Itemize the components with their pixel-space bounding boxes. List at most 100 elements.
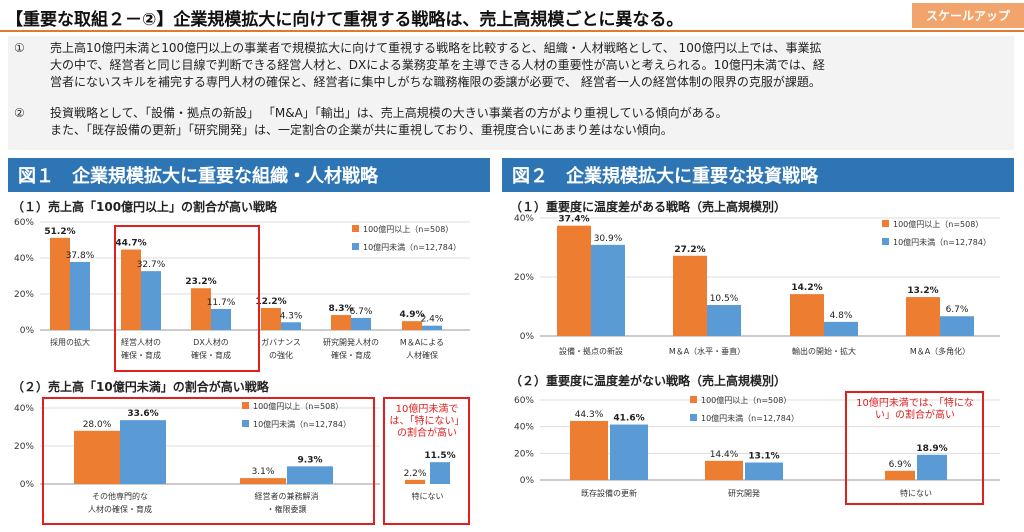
legend-swatch <box>242 402 249 409</box>
legend-label: 10億円未満（n=12,784） <box>253 419 351 429</box>
category-label: M＆A（多角化） <box>910 346 970 356</box>
bar-value-label: 4.3% <box>280 311 303 321</box>
category-label: 既存設備の更新 <box>581 488 637 498</box>
bar-value-label: 13.2% <box>907 286 938 296</box>
bar-value-label: 18.9% <box>916 444 947 454</box>
bar-value-label: 11.5% <box>424 451 455 461</box>
bar-under10 <box>211 308 231 330</box>
figure2-title: 図２ 企業規模拡大に重要な投資戦略 <box>502 158 1014 192</box>
bar-under10 <box>591 244 625 336</box>
summary-line: また、「既存設備の更新」「研究開発」は、一定割合の企業が共に重視しており、重視度… <box>50 123 673 137</box>
bar-value-label: 13.1% <box>748 452 779 462</box>
legend-swatch <box>352 225 359 232</box>
bar-under10 <box>824 321 858 336</box>
bar-value-label: 14.2% <box>791 283 822 293</box>
bar-over100 <box>191 288 211 330</box>
summary-line: 売上高10億円未満と100億円以上の事業者で規模拡大に向けて重視する戦略を比較す… <box>50 41 822 55</box>
category-label: 設備・拠点の新設 <box>559 346 623 356</box>
bar-over100 <box>74 430 120 484</box>
bar-over100 <box>331 315 351 330</box>
bar-value-label: 4.9% <box>400 310 425 320</box>
category-label: 研究開発 <box>728 488 760 498</box>
y-tick-label: 40% <box>14 254 34 264</box>
bar-value-label: 10.5% <box>710 294 739 304</box>
bar-value-label: 33.6% <box>127 409 158 419</box>
summary-line: 投資戦略として、「設備・拠点の新設」 「M&A」「輸出」は、売上高規模の大きい事… <box>50 106 728 120</box>
bar-value-label: 8.3% <box>329 304 354 314</box>
category-label: 確保・育成 <box>121 350 161 360</box>
bar-under10 <box>141 271 161 330</box>
legend-label: 100億円以上（n=508） <box>253 401 343 411</box>
bar-value-label: 51.2% <box>44 227 75 237</box>
bar-over100 <box>50 237 70 330</box>
y-tick-label: 0% <box>520 476 535 486</box>
bar-under10 <box>422 325 442 330</box>
fig2-subtitle-1: （１）重要度に温度差がある戦略（売上高規模別） <box>510 200 787 214</box>
y-tick-label: 20% <box>14 442 34 452</box>
bar-under10 <box>940 316 974 336</box>
bar-value-label: 3.1% <box>252 467 275 477</box>
legend-swatch <box>882 220 889 227</box>
category-label: 経営者の兼務解消 <box>255 491 319 501</box>
bar-value-label: 27.2% <box>674 245 705 255</box>
summary-number-2: ② <box>14 106 25 120</box>
chart-fig2-upper: 0% 20% 40% 37.4% 30.9% 設備・拠点の新設 27.2% 10.5% M＆A（… <box>514 214 1000 356</box>
bar-value-label: 37.8% <box>66 251 95 261</box>
legend-swatch <box>352 243 359 250</box>
bar-over100 <box>405 479 425 484</box>
note-fig2-none: 10億円未満では、「特にない」の割合が高い <box>856 398 974 421</box>
legend-label: 100億円以上（n=508） <box>363 224 453 234</box>
fig1-subtitle-1: （１）売上高「100億円以上」の割合が高い戦略 <box>12 200 278 214</box>
category-label: 特にない <box>412 491 444 501</box>
legend-swatch <box>882 238 889 245</box>
category-label: ガバナンス <box>261 337 301 347</box>
bar-under10 <box>120 420 166 484</box>
highlight-box-fig2-none <box>845 391 984 505</box>
note-fig1-none: 10億円未満では、「特にない」の割合が高い <box>389 404 465 439</box>
bar-over100 <box>121 249 141 330</box>
fig1-subtitle-2: （２）売上高「10億円未満」の割合が高い戦略 <box>12 380 269 394</box>
fig2-subtitle-2: （２）重要度に温度差がない戦略（売上高規模別） <box>510 374 787 388</box>
legend-label: 10億円未満（n=12,784） <box>893 237 991 247</box>
y-tick-label: 60% <box>514 396 534 406</box>
summary-number-1: ① <box>14 41 25 55</box>
category-label: 確保・育成 <box>191 350 231 360</box>
bar-under10 <box>707 305 741 336</box>
bar-over100 <box>570 420 608 480</box>
category-label: 人材確保 <box>406 350 438 360</box>
bar-under10 <box>287 466 333 484</box>
highlight-box-fig1-none <box>383 397 470 525</box>
category-label: M＆Aによる <box>400 338 444 347</box>
y-tick-label: 40% <box>14 404 34 414</box>
bar-value-label: 6.7% <box>350 307 373 317</box>
y-tick-label: 20% <box>514 449 534 459</box>
category-label: 特にない <box>900 488 932 498</box>
bar-value-label: 32.7% <box>137 260 166 270</box>
category-label: 研究開発人材の <box>323 337 379 347</box>
summary-box: ① 売上高10億円未満と100億円以上の事業者で規模拡大に向けて重視する戦略を比… <box>8 36 1014 150</box>
bar-value-label: 11.7% <box>207 298 236 308</box>
legend-swatch <box>242 420 249 427</box>
bar-under10 <box>351 317 371 330</box>
category-label: 人材の確保・育成 <box>88 504 152 514</box>
y-tick-label: 20% <box>14 290 34 300</box>
bar-over100 <box>790 294 824 336</box>
category-label: の強化 <box>269 350 293 360</box>
highlight-box-fig1-lower <box>42 397 375 525</box>
page-title: 【重要な取組２－②】企業規模拡大に向けて重視する戦略は、売上高規模ごとに異なる。 <box>6 10 684 30</box>
bar-value-label: 37.4% <box>558 215 589 225</box>
legend-swatch <box>690 396 697 403</box>
bar-over100 <box>240 478 286 484</box>
bar-over100 <box>402 321 422 330</box>
category-label: 輸出の開始・拡大 <box>792 346 856 356</box>
bar-over100 <box>261 308 281 330</box>
bar-value-label: 4.8% <box>830 311 853 321</box>
y-tick-label: 20% <box>514 273 534 283</box>
chart-fig2-lower: 0% 20% 40% 60% 44.3% 41.6% 既存設備の更新 14.4% 13.1% 研究… <box>514 395 1000 498</box>
y-tick-label: 0% <box>520 332 535 342</box>
legend-label: 10億円未満（n=12,784） <box>363 242 461 252</box>
bar-under10 <box>70 261 90 330</box>
bar-under10 <box>281 322 301 330</box>
bar-over100 <box>557 225 591 336</box>
